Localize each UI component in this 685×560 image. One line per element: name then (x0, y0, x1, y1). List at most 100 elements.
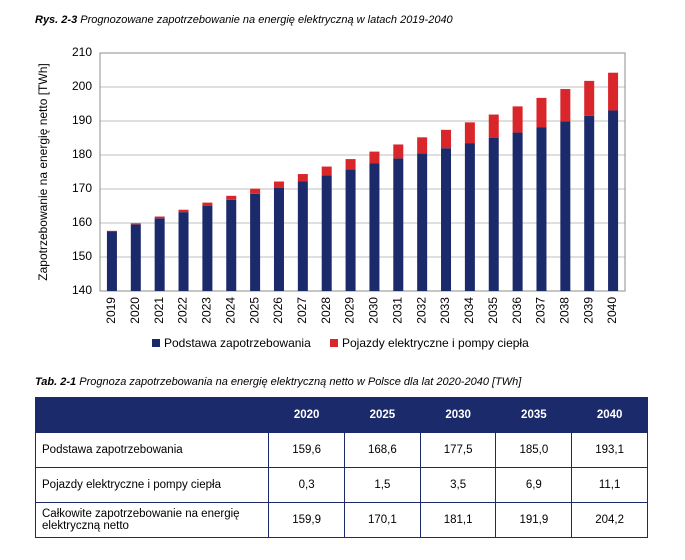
table-cell: 177,5 (419, 432, 497, 468)
bar-segment (417, 137, 428, 154)
figure-title: Prognozowane zapotrzebowanie na energię … (80, 14, 453, 26)
bar-segment (417, 153, 428, 291)
y-tick-label: 150 (72, 249, 92, 263)
x-tick-label: 2019 (104, 297, 118, 324)
x-tick-label: 2031 (390, 297, 404, 324)
bar-segment (226, 199, 237, 291)
bar-segment (608, 110, 619, 292)
header-row: 2020 2025 2030 2035 2040 (34, 397, 648, 433)
bar-segment (250, 188, 261, 194)
table-cell: 11,1 (571, 467, 648, 503)
figure-label: Rys. 2-3 (35, 14, 78, 26)
bar-segment (584, 80, 595, 116)
x-tick-label: 2022 (176, 297, 190, 324)
x-tick-label: 2040 (605, 297, 619, 324)
chart: 140 150 160 170 180 190 200 210 Zapotrzebowanie … (36, 45, 626, 350)
bar-segment (130, 224, 141, 291)
bar-segment (154, 218, 165, 291)
x-tick-label: 2035 (486, 297, 500, 324)
x-tick-label: 2020 (128, 297, 142, 324)
table-cell: 170,1 (344, 502, 421, 538)
table-cell: 159,6 (268, 432, 346, 468)
bar-segment (178, 212, 189, 291)
y-tick-label: 140 (72, 283, 92, 297)
table-cell: 168,6 (344, 432, 421, 468)
bar-segment (154, 216, 165, 219)
table-cell: 6,9 (495, 467, 573, 503)
bar-segment (178, 209, 189, 213)
table-cell: 193,1 (571, 432, 648, 468)
bar-segment (488, 138, 499, 291)
bar-segment (441, 148, 452, 291)
header-cell: 2025 (344, 397, 421, 433)
table-cell: 191,9 (495, 502, 573, 538)
bar-segment (512, 106, 523, 133)
bar-segment (273, 181, 284, 188)
y-tick-label: 190 (72, 113, 92, 127)
table-cell: 3,5 (419, 467, 497, 503)
y-tick-label: 170 (72, 181, 92, 195)
x-tick-label: 2033 (438, 297, 452, 324)
row-label: Całkowite zapotrzebowanie na energię ele… (34, 502, 270, 538)
x-tick-label: 2027 (295, 297, 309, 324)
bar-segment (321, 175, 332, 291)
table-caption: Tab. 2-1 Prognoza zapotrzebowania na ene… (35, 376, 521, 388)
table-cell: 185,0 (495, 432, 573, 468)
x-tick-label: 2030 (367, 297, 381, 324)
y-tick-label: 160 (72, 215, 92, 229)
bar-segment (226, 195, 237, 200)
bar-segment (297, 174, 308, 182)
x-tick-label: 2029 (343, 297, 357, 324)
y-axis-title: Zapotrzebowanie na energię netto [TWh] (36, 63, 50, 280)
header-cell: 2040 (571, 397, 648, 433)
table-title: Prognoza zapotrzebowania na energię elek… (79, 376, 522, 388)
legend-label: Podstawa zapotrzebowania (164, 336, 311, 350)
bar-segment (393, 144, 404, 159)
legend-label: Pojazdy elektryczne i pompy ciepła (342, 336, 529, 350)
row-label: Pojazdy elektryczne i pompy ciepła (34, 467, 270, 503)
bar-segment (369, 163, 380, 291)
table-row: Całkowite zapotrzebowanie na energię ele… (34, 502, 648, 538)
table-cell: 1,5 (344, 467, 421, 503)
x-tick-label: 2037 (534, 297, 548, 324)
bar-segment (297, 181, 308, 291)
x-tick-label: 2025 (247, 297, 261, 324)
bar-segment (130, 223, 141, 225)
header-cell: 2020 (268, 397, 346, 433)
bar-segment (202, 206, 213, 291)
x-tick-label: 2039 (581, 297, 595, 324)
figure-caption: Rys. 2-3 Prognozowane zapotrzebowanie na… (35, 14, 453, 26)
y-tick-label: 200 (72, 79, 92, 93)
x-tick-label: 2023 (200, 297, 214, 324)
bar-segment (202, 202, 213, 206)
legend-swatch (330, 339, 338, 347)
data-table: 2020 2025 2030 2035 2040 Podstawa zapotrzebow… (34, 397, 648, 538)
bar-segment (464, 143, 475, 291)
bar-segment (345, 169, 356, 291)
y-tick-label: 210 (72, 45, 92, 59)
header-cell: 2035 (495, 397, 573, 433)
table-cell: 181,1 (419, 502, 497, 538)
bar-segment (536, 97, 547, 128)
bar-segment (536, 127, 547, 292)
plot-frame (99, 52, 626, 292)
table-label: Tab. 2-1 (35, 376, 77, 388)
bar-segment (393, 158, 404, 291)
legend-swatch (152, 339, 160, 347)
table-row: Pojazdy elektryczne i pompy ciepła 0,3 1,5… (34, 467, 648, 503)
bar-segment (512, 132, 523, 291)
x-tick-label: 2024 (223, 297, 237, 324)
bar-segment (250, 193, 261, 291)
x-tick-label: 2034 (462, 297, 476, 324)
x-tick-label: 2028 (319, 297, 333, 324)
header-cell: 2030 (419, 397, 497, 433)
bar-segment (273, 187, 284, 291)
x-tick-label: 2026 (271, 297, 285, 324)
bar-segment (321, 166, 332, 176)
bar-segment (441, 129, 452, 149)
y-tick-label: 180 (72, 147, 92, 161)
bar-segment (560, 121, 571, 291)
bar-segment (369, 151, 380, 164)
x-tick-label: 2038 (558, 297, 572, 324)
